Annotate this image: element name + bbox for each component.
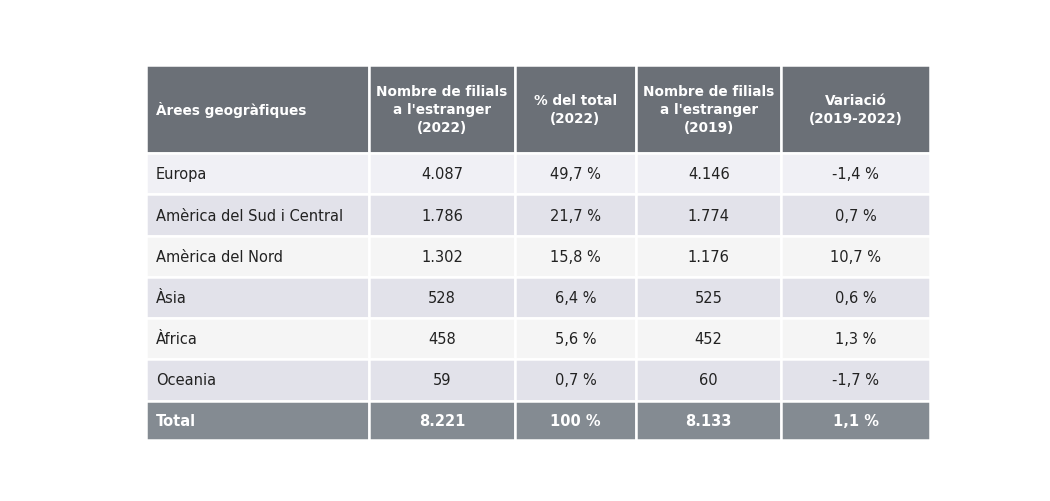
Text: -1,7 %: -1,7 % (833, 373, 879, 388)
Text: 1.774: 1.774 (688, 208, 730, 223)
Text: Europa: Europa (156, 167, 208, 182)
Bar (146, 278, 370, 319)
Text: Variació
(2019-2022): Variació (2019-2022) (808, 94, 903, 126)
Text: 452: 452 (695, 332, 722, 347)
Bar (781, 360, 930, 401)
Bar (781, 195, 930, 236)
Bar (781, 66, 930, 154)
Text: 5,6 %: 5,6 % (554, 332, 596, 347)
Bar (636, 278, 781, 319)
Bar (370, 154, 514, 195)
Bar (781, 154, 930, 195)
Text: 49,7 %: 49,7 % (550, 167, 601, 182)
Bar (636, 154, 781, 195)
Bar (146, 401, 370, 440)
Text: 4.146: 4.146 (688, 167, 730, 182)
Text: % del total
(2022): % del total (2022) (533, 94, 617, 126)
Text: 59: 59 (433, 373, 452, 388)
Text: 528: 528 (428, 291, 456, 306)
Text: Àfrica: Àfrica (156, 332, 198, 347)
Bar (370, 66, 514, 154)
Text: 8.133: 8.133 (686, 413, 732, 428)
Bar (514, 66, 636, 154)
Bar (781, 319, 930, 360)
Text: 1,3 %: 1,3 % (835, 332, 877, 347)
Bar (146, 236, 370, 278)
Text: 1,1 %: 1,1 % (833, 413, 879, 428)
Text: 15,8 %: 15,8 % (550, 249, 601, 264)
Bar (781, 278, 930, 319)
Bar (636, 236, 781, 278)
Text: 1.786: 1.786 (421, 208, 463, 223)
Bar (514, 360, 636, 401)
Text: 6,4 %: 6,4 % (554, 291, 596, 306)
Text: Amèrica del Nord: Amèrica del Nord (156, 249, 284, 264)
Text: 458: 458 (428, 332, 456, 347)
Bar (636, 319, 781, 360)
Bar (636, 360, 781, 401)
Bar (146, 360, 370, 401)
Bar (636, 401, 781, 440)
Text: 8.221: 8.221 (419, 413, 465, 428)
Bar (636, 66, 781, 154)
Text: 0,6 %: 0,6 % (835, 291, 877, 306)
Text: 0,7 %: 0,7 % (835, 208, 877, 223)
Text: Total: Total (156, 413, 196, 428)
Bar (514, 195, 636, 236)
Bar (370, 236, 514, 278)
Text: -1,4 %: -1,4 % (833, 167, 879, 182)
Text: 100 %: 100 % (550, 413, 601, 428)
Bar (514, 154, 636, 195)
Bar (370, 360, 514, 401)
Bar (370, 319, 514, 360)
Text: 60: 60 (699, 373, 718, 388)
Text: 0,7 %: 0,7 % (554, 373, 596, 388)
Text: Àrees geogràfiques: Àrees geogràfiques (156, 102, 307, 118)
Bar (370, 401, 514, 440)
Bar (514, 236, 636, 278)
Bar (146, 154, 370, 195)
Bar (781, 401, 930, 440)
Text: 4.087: 4.087 (421, 167, 463, 182)
Bar (514, 319, 636, 360)
Text: 525: 525 (695, 291, 722, 306)
Bar (146, 66, 370, 154)
Text: 10,7 %: 10,7 % (831, 249, 881, 264)
Bar (781, 236, 930, 278)
Bar (146, 195, 370, 236)
Bar (370, 195, 514, 236)
Text: Nombre de filials
a l'estranger
(2019): Nombre de filials a l'estranger (2019) (643, 85, 774, 135)
Text: Oceania: Oceania (156, 373, 216, 388)
Text: Amèrica del Sud i Central: Amèrica del Sud i Central (156, 208, 343, 223)
Text: Nombre de filials
a l'estranger
(2022): Nombre de filials a l'estranger (2022) (376, 85, 507, 135)
Bar (514, 278, 636, 319)
Bar (514, 401, 636, 440)
Bar (636, 195, 781, 236)
Bar (146, 319, 370, 360)
Bar (370, 278, 514, 319)
Text: Àsia: Àsia (156, 291, 187, 306)
Text: 1.302: 1.302 (421, 249, 463, 264)
Text: 1.176: 1.176 (688, 249, 730, 264)
Text: 21,7 %: 21,7 % (550, 208, 601, 223)
